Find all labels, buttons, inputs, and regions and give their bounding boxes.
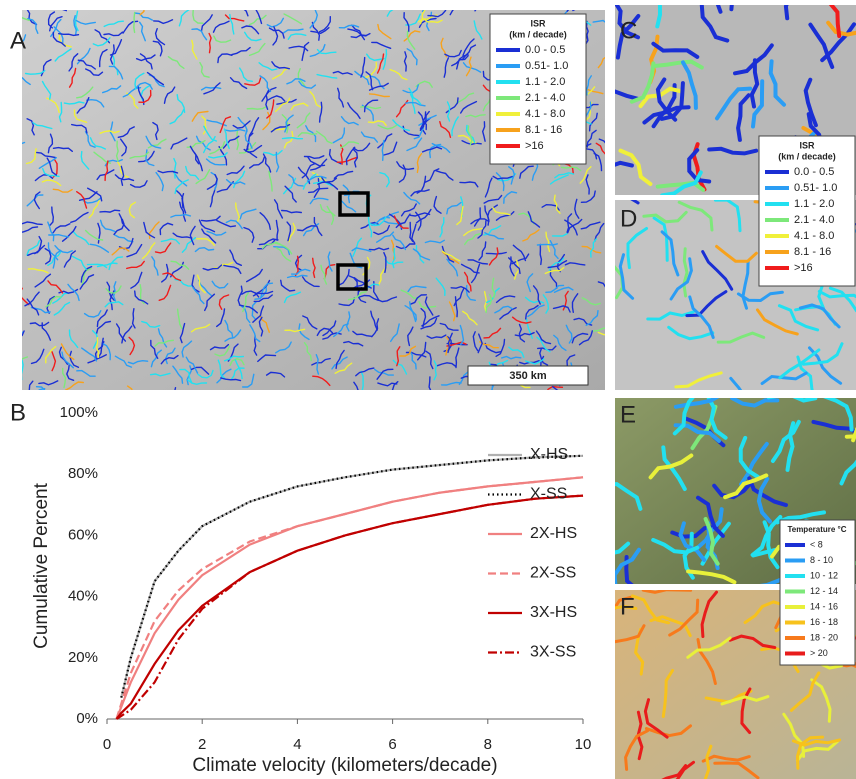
y-tick-label: 40%: [68, 588, 98, 605]
panel-label: B: [10, 399, 26, 426]
legend-label: X-HS: [530, 446, 568, 463]
stream: [51, 0, 66, 11]
series-line: [117, 477, 584, 719]
legend-label: 3X-SS: [530, 644, 576, 661]
legend-label: 2.1 - 4.0: [525, 92, 565, 104]
legend-label: 2.1 - 4.0: [794, 214, 834, 226]
series-line: [121, 456, 583, 698]
y-tick-label: 60%: [68, 526, 98, 543]
legend-label: 16 - 18: [810, 617, 838, 627]
legend-label: 8.1 - 16: [794, 246, 831, 258]
stream: [573, 0, 590, 10]
legend-label: 2X-SS: [530, 565, 576, 582]
y-tick-label: 80%: [68, 465, 98, 482]
series-line: [117, 496, 584, 719]
legend-label: > 20: [810, 648, 828, 658]
legend-label: 0.0 - 0.5: [794, 166, 834, 178]
legend-label: 4.1 - 8.0: [525, 108, 565, 120]
y-axis-title: Cumulative Percent: [31, 482, 52, 649]
legend-label: 3X-HS: [530, 604, 577, 621]
stream: [475, 0, 478, 11]
legend-label: 4.1 - 8.0: [794, 230, 834, 242]
panel-label: C: [620, 17, 637, 44]
legend-label: 8.1 - 16: [525, 124, 562, 136]
stream: [567, 0, 577, 11]
scale-bar-label: 350 km: [509, 370, 547, 382]
legend-label: 1.1 - 2.0: [525, 76, 565, 88]
x-tick-label: 4: [293, 736, 301, 753]
legend-label: 1.1 - 2.0: [794, 198, 834, 210]
series-line: [117, 496, 584, 719]
stream: [537, 244, 557, 245]
legend-label: 0.51- 1.0: [794, 182, 837, 194]
legend-label: 2X-HS: [530, 525, 577, 542]
legend-label: >16: [525, 140, 544, 152]
legend-label: < 8: [810, 539, 823, 549]
figure: 350 km A B C D E F Cumulative Percent Cl…: [0, 0, 856, 779]
legend-title: ISR: [530, 18, 546, 28]
x-tick-label: 6: [388, 736, 396, 753]
x-axis-title: Climate velocity (kilometers/decade): [192, 755, 497, 776]
stream: [10, 331, 25, 344]
x-tick-label: 8: [484, 736, 492, 753]
legend-label: 0.51- 1.0: [525, 60, 568, 72]
legend-label: 8 - 10: [810, 555, 833, 565]
panel-label: A: [10, 27, 26, 54]
y-tick-label: 20%: [68, 649, 98, 666]
legend-title: ISR: [799, 140, 815, 150]
x-tick-label: 10: [575, 736, 592, 753]
legend-title: Temperature °C: [787, 525, 846, 534]
legend-label: 14 - 16: [810, 601, 838, 611]
legend-label: 12 - 14: [810, 586, 838, 596]
series-line: [121, 456, 583, 698]
legend-label: >16: [794, 262, 813, 274]
y-tick-label: 100%: [60, 404, 98, 421]
stream: [28, 389, 44, 399]
x-tick-label: 0: [103, 736, 111, 753]
stream: [6, 143, 25, 148]
chart: 0% 20% 40% 60% 80% 100% 0 2 4 6 8 10 X-HS X-SS 2X-HS 2X…: [60, 404, 592, 753]
y-tick-label: 0%: [76, 710, 98, 727]
panel-label: F: [620, 593, 635, 620]
legend-label: 18 - 20: [810, 632, 838, 642]
stream: [9, 332, 23, 346]
stream: [134, 13, 135, 33]
legend-subtitle: (km / decade): [778, 151, 836, 161]
legend-label: X-SS: [530, 486, 567, 503]
panel-label: D: [620, 205, 637, 232]
legend-label: 0.0 - 0.5: [525, 44, 565, 56]
x-tick-label: 2: [198, 736, 206, 753]
legend-label: 10 - 12: [810, 570, 838, 580]
panel-label: E: [620, 401, 636, 428]
legend-subtitle: (km / decade): [509, 29, 567, 39]
